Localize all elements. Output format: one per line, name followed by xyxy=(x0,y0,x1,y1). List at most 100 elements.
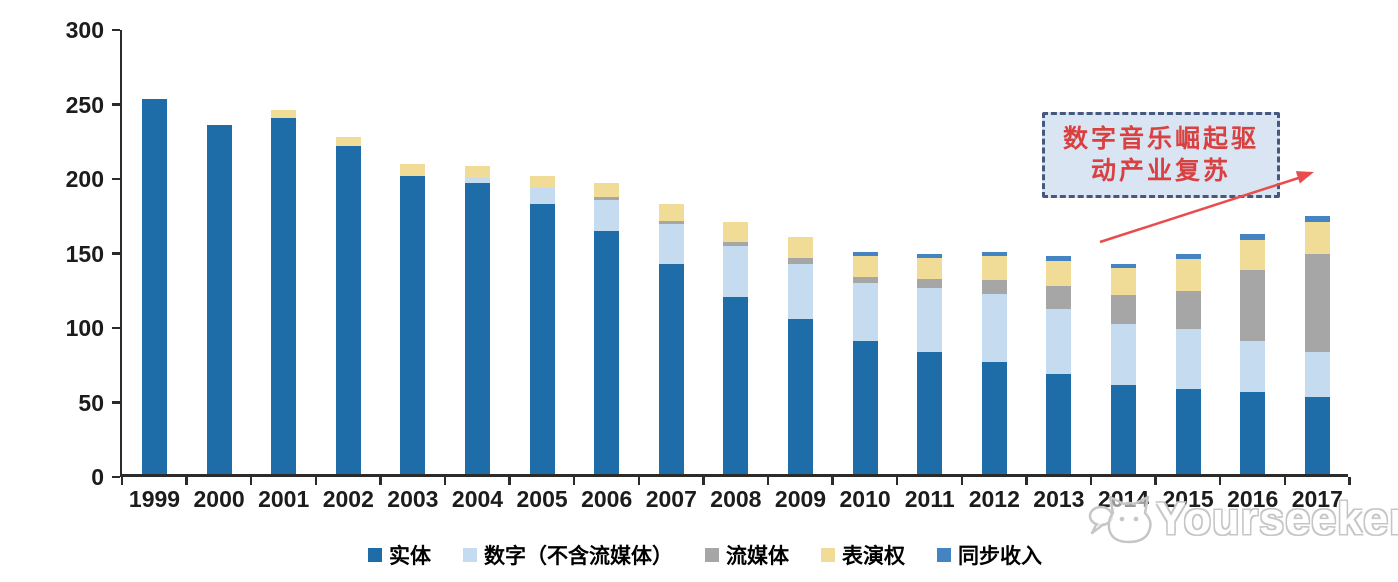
x-axis-tick xyxy=(1025,477,1028,485)
y-axis-label-50: 50 xyxy=(78,389,104,416)
bar-segment-physical xyxy=(658,263,684,474)
y-axis-label-300: 300 xyxy=(65,17,104,43)
x-axis-tick xyxy=(960,477,964,485)
watermark-text: Yourseeker xyxy=(1156,493,1398,544)
x-axis-label-2009: 2009 xyxy=(774,486,827,512)
bar-segment-streaming xyxy=(788,257,813,264)
bar-segment-digital-excl-streaming xyxy=(1111,323,1136,385)
y-axis-tick-250 xyxy=(112,103,120,106)
bar-segment-physical xyxy=(1240,392,1266,474)
x-axis-tick xyxy=(379,477,382,485)
legend-swatch-physical xyxy=(368,548,382,562)
bar-column-2006 xyxy=(594,183,620,474)
x-axis-tick xyxy=(1283,477,1287,485)
bar-segment-digital-excl-streaming xyxy=(594,199,620,232)
x-axis-tick xyxy=(895,477,899,485)
bar-segment-physical xyxy=(981,362,1007,474)
bar-segment-performance-rights xyxy=(1240,240,1266,270)
x-axis-label-2002: 2002 xyxy=(322,486,374,512)
bar-segment-performance-rights xyxy=(788,237,813,258)
bar-segment-performance-rights xyxy=(1111,268,1136,296)
bar-segment-performance-rights xyxy=(852,256,878,278)
cat-logo-icon xyxy=(1088,495,1152,544)
bar-segment-digital-excl-streaming xyxy=(1175,329,1201,390)
bar-segment-physical xyxy=(1304,396,1330,474)
bar-segment-physical xyxy=(852,341,878,474)
legend-item-sync-revenue: 同步收入 xyxy=(937,540,1042,570)
x-axis-tick xyxy=(572,477,576,485)
bar-segment-sync-revenue xyxy=(1111,263,1136,269)
y-axis-label-100: 100 xyxy=(65,315,104,341)
bar-segment-physical xyxy=(206,125,232,474)
y-axis-label-250: 250 xyxy=(65,91,104,118)
legend-item-performance-rights: 表演权 xyxy=(821,540,905,570)
bar-column-2010 xyxy=(852,252,878,474)
x-axis-label-2017: 2017 xyxy=(1291,486,1343,512)
x-axis-label-2007: 2007 xyxy=(645,486,697,512)
annotation-text-line1: 数字音乐崛起驱 xyxy=(1062,124,1259,153)
x-axis-tick xyxy=(637,477,641,485)
bar-segment-physical xyxy=(335,146,361,474)
bar-segment-digital-excl-streaming xyxy=(852,283,878,342)
bar-segment-physical xyxy=(529,204,555,474)
bar-segment-streaming xyxy=(723,241,749,247)
y-axis-tick-300 xyxy=(112,28,120,32)
x-axis-label-2004: 2004 xyxy=(451,486,504,512)
bar-segment-sync-revenue xyxy=(1175,253,1201,260)
bar-segment-performance-rights xyxy=(1046,260,1072,287)
x-axis-tick xyxy=(1154,477,1157,485)
bar-segment-digital-excl-streaming xyxy=(981,293,1007,363)
bar-segment-physical xyxy=(400,176,426,474)
legend-label-physical: 实体 xyxy=(389,545,431,568)
bar-segment-performance-rights xyxy=(917,257,943,279)
x-axis-tick xyxy=(1089,477,1093,485)
bar-segment-physical xyxy=(723,296,749,474)
bar-segment-sync-revenue xyxy=(917,253,943,258)
bar-column-2015 xyxy=(1175,253,1201,474)
x-axis-tick xyxy=(766,477,770,485)
bar-segment-performance-rights xyxy=(1304,222,1330,254)
bar-column-2014 xyxy=(1111,263,1136,474)
bar-column-2012 xyxy=(981,252,1007,474)
x-axis-label-2005: 2005 xyxy=(516,486,568,512)
bar-segment-digital-excl-streaming xyxy=(1304,351,1330,397)
legend-label-performance-rights: 表演权 xyxy=(842,545,905,568)
bar-segment-digital-excl-streaming xyxy=(917,287,943,352)
bar-segment-performance-rights xyxy=(658,204,684,221)
bar-column-2007 xyxy=(658,204,684,474)
bar-segment-streaming xyxy=(1175,290,1201,330)
x-axis-tick xyxy=(1348,477,1351,485)
y-axis-label-200: 200 xyxy=(65,166,104,192)
bar-segment-physical xyxy=(594,231,620,474)
x-axis-label-2012: 2012 xyxy=(968,486,1020,512)
y-axis-label-0: 0 xyxy=(91,464,104,490)
legend-label-sync-revenue: 同步收入 xyxy=(958,545,1042,568)
bar-segment-streaming xyxy=(917,278,943,288)
bar-segment-streaming xyxy=(1240,269,1266,342)
bar-segment-performance-rights xyxy=(335,137,361,147)
bar-segment-performance-rights xyxy=(981,256,1007,281)
annotation-text-line2: 动产业复苏 xyxy=(1090,157,1231,185)
bar-column-2009 xyxy=(788,237,813,474)
bar-column-2013 xyxy=(1046,256,1072,474)
bar-column-2008 xyxy=(723,222,749,474)
bar-column-2003 xyxy=(400,164,426,474)
bar-segment-sync-revenue xyxy=(981,252,1007,257)
x-axis-label-2011: 2011 xyxy=(904,486,955,512)
bar-segment-physical xyxy=(1111,384,1136,474)
y-axis-tick-100 xyxy=(112,326,120,330)
bar-segment-digital-excl-streaming xyxy=(723,246,749,297)
x-axis-label-2001: 2001 xyxy=(258,486,310,512)
bar-segment-streaming xyxy=(594,196,620,200)
x-axis-tick xyxy=(443,477,447,485)
bar-column-2002 xyxy=(335,137,361,474)
bar-segment-performance-rights xyxy=(465,165,490,178)
y-axis-tick-0 xyxy=(112,475,120,479)
x-axis-tick xyxy=(314,477,318,485)
x-axis-label-2006: 2006 xyxy=(581,486,633,512)
x-axis-tick xyxy=(831,477,834,485)
bar-segment-physical xyxy=(788,319,813,474)
bar-column-2016 xyxy=(1240,234,1266,474)
bar-column-2011 xyxy=(917,253,943,474)
